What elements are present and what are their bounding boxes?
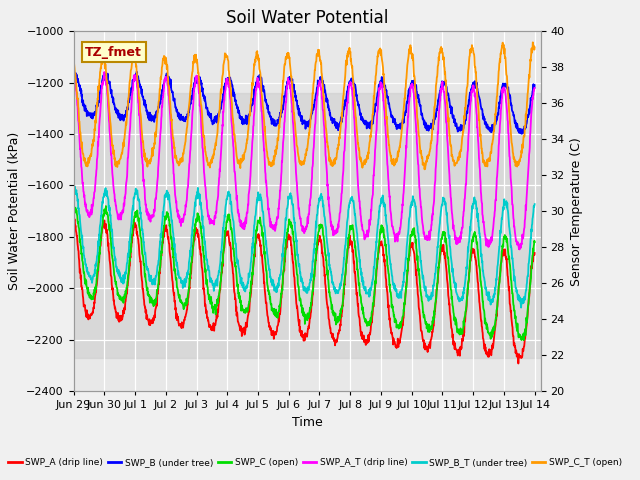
- Legend: SWP_A (drip line), SWP_B (under tree), SWP_C (open), SWP_A_T (drip line), SWP_B_: SWP_A (drip line), SWP_B (under tree), S…: [4, 455, 626, 471]
- Y-axis label: Soil Water Potential (kPa): Soil Water Potential (kPa): [8, 132, 20, 290]
- Y-axis label: Sensor Temperature (C): Sensor Temperature (C): [570, 137, 583, 286]
- Text: TZ_fmet: TZ_fmet: [85, 46, 142, 59]
- X-axis label: Time: Time: [292, 416, 323, 429]
- Bar: [74, 93, 541, 358]
- Title: Soil Water Potential: Soil Water Potential: [226, 9, 388, 27]
